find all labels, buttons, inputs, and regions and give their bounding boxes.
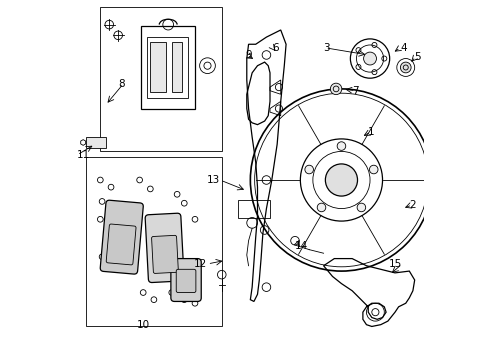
Bar xyxy=(150,42,167,93)
Bar xyxy=(172,42,182,93)
Circle shape xyxy=(400,62,411,73)
Text: 2: 2 xyxy=(409,200,416,210)
Bar xyxy=(86,137,106,148)
Circle shape xyxy=(325,164,358,196)
Text: 5: 5 xyxy=(415,52,421,62)
Bar xyxy=(147,37,188,98)
Circle shape xyxy=(330,83,342,95)
Bar xyxy=(86,157,222,327)
Circle shape xyxy=(369,165,378,174)
Text: 15: 15 xyxy=(389,259,402,269)
FancyBboxPatch shape xyxy=(145,213,184,283)
FancyBboxPatch shape xyxy=(151,235,178,273)
Circle shape xyxy=(364,52,376,65)
Text: 6: 6 xyxy=(272,43,278,53)
FancyBboxPatch shape xyxy=(106,224,136,265)
Text: 13: 13 xyxy=(207,175,220,185)
FancyBboxPatch shape xyxy=(176,269,196,293)
Text: 10: 10 xyxy=(137,320,150,330)
Circle shape xyxy=(317,203,326,212)
Circle shape xyxy=(305,165,314,174)
Text: 4: 4 xyxy=(400,43,407,53)
FancyBboxPatch shape xyxy=(171,258,201,301)
Circle shape xyxy=(357,203,366,212)
FancyBboxPatch shape xyxy=(100,200,143,274)
Text: 1: 1 xyxy=(368,127,375,137)
Text: 12: 12 xyxy=(194,259,207,269)
Bar xyxy=(100,7,222,152)
Circle shape xyxy=(337,142,346,150)
Text: 14: 14 xyxy=(295,241,308,251)
Text: 8: 8 xyxy=(119,78,125,89)
Text: 11: 11 xyxy=(77,150,90,160)
Text: 9: 9 xyxy=(245,50,252,60)
Text: 3: 3 xyxy=(323,43,330,53)
Text: 7: 7 xyxy=(352,86,359,96)
Bar xyxy=(238,200,270,217)
